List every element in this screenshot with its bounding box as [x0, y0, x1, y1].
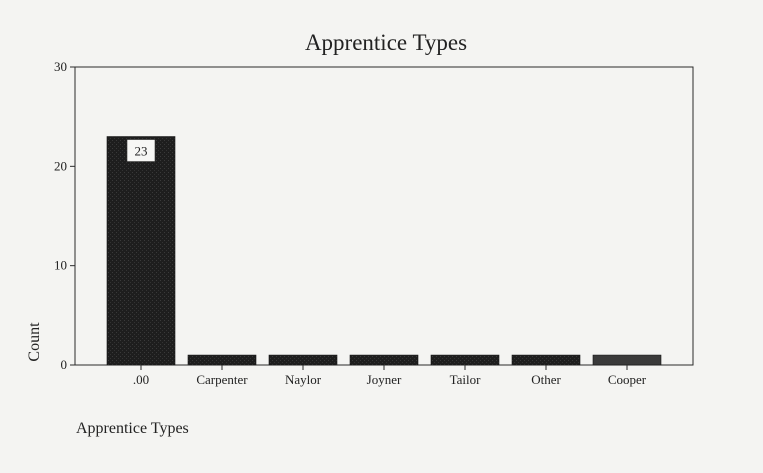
data-labels: 23	[126, 139, 156, 162]
x-tick-label-0: .00	[133, 372, 149, 387]
bar-naylor	[268, 354, 338, 366]
y-axis-label: Count	[26, 322, 43, 362]
bar-joyner	[349, 354, 419, 366]
y-axis-ticks: 0 10 20 30	[54, 59, 75, 372]
x-axis-label: Apprentice Types	[76, 420, 189, 437]
x-tick-label-2: Naylor	[285, 372, 322, 387]
y-tick-label-10: 10	[54, 258, 67, 273]
y-tick-label-30: 30	[54, 59, 67, 74]
y-tick-label-0: 0	[61, 357, 68, 372]
bar-cooper	[592, 354, 662, 366]
chart-title: Apprentice Types	[305, 30, 467, 55]
data-label-box-0	[126, 139, 156, 162]
y-tick-label-20: 20	[54, 158, 67, 173]
bar-00	[106, 136, 176, 366]
x-tick-label-4: Tailor	[450, 372, 482, 387]
bar-carpenter	[187, 354, 257, 366]
x-axis-ticks: .00 Carpenter Naylor Joyner Tailor Other Coope…	[133, 365, 647, 387]
bars	[106, 136, 662, 366]
x-tick-label-1: Carpenter	[196, 372, 248, 387]
x-tick-label-6: Cooper	[608, 372, 647, 387]
x-tick-label-3: Joyner	[367, 372, 402, 387]
bar-tailor	[430, 354, 500, 366]
x-tick-label-5: Other	[531, 372, 561, 387]
data-label-0: 23	[135, 144, 148, 159]
bar-other	[511, 354, 581, 366]
